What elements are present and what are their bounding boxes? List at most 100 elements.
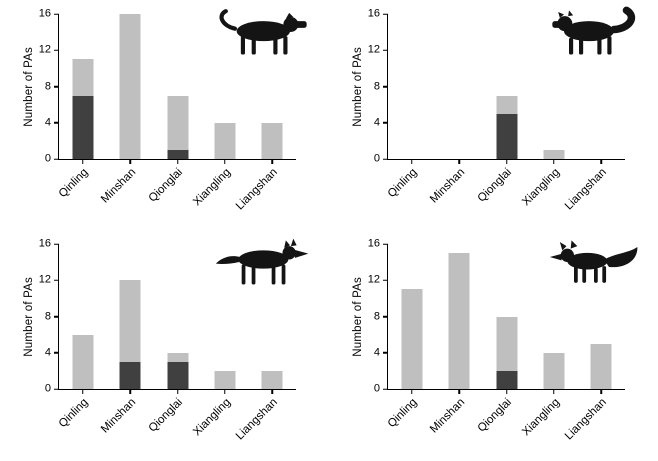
y-tick-label: 4 [44,116,51,129]
x-tick-label: Qionglai [475,396,515,435]
x-tick-mark [176,389,179,394]
x-tick-label: Minshan [98,396,138,436]
x-tick-label: Qionglai [475,166,515,205]
y-tick-mark [383,388,388,390]
total-PAs-bar [214,370,236,389]
y-tick-mark [383,49,388,51]
panel-wolf: Number of PAs 0 4 8 12 16 Qinling Minshan Qiong… [0,230,329,460]
y-tick-mark [383,243,388,245]
y-axis-title-wrap: Number of PAs [352,244,364,389]
y-tick-label: 4 [373,346,380,359]
x-tick-label: Minshan [427,166,467,206]
y-axis-title-wrap: Number of PAs [352,14,364,159]
x-tick-label: Xiangling [519,396,562,439]
x-tick-label: Liangshan [234,396,281,443]
y-axis-title-wrap: Number of PAs [23,14,35,159]
dark-subset-PAs-bar [496,370,517,389]
y-tick-mark [383,352,388,354]
x-tick-label: Xiangling [190,396,233,439]
y-tick-mark [383,122,388,124]
x-tick-mark [600,159,603,164]
y-axis-title: Number of PAs [23,46,35,127]
x-tick-label: Xiangling [519,166,562,209]
y-tick-label: 12 [38,273,51,286]
x-tick-mark [176,159,179,164]
dark-subset-PAs-bar [167,149,188,159]
x-tick-label: Xiangling [190,166,233,209]
total-PAs-bar [543,149,565,159]
y-axis-title: Number of PAs [23,276,35,357]
x-tick-mark [224,159,226,164]
plot-area: Number of PAs 0 4 8 12 16 Qinling Minshan Qiong… [352,8,625,212]
fox-icon [544,236,644,288]
x-tick-label: Minshan [98,166,138,206]
x-tick-label: Qionglai [146,166,186,205]
panel-leopard: Number of PAs 0 4 8 12 16 Qinling Minshan Qiong… [0,0,329,230]
y-tick-label: 4 [44,346,51,359]
y-tick-mark [54,388,59,390]
y-tick-mark [54,243,59,245]
dark-subset-PAs-bar [72,95,94,159]
y-axis-title: Number of PAs [352,276,364,357]
x-tick-mark [410,389,413,394]
y-tick-mark [383,85,388,88]
y-tick-label: 0 [373,382,380,395]
y-tick-mark [54,122,59,124]
x-tick-mark [81,159,84,164]
y-tick-label: 0 [44,382,51,395]
x-tick-mark [505,159,508,164]
y-axis-title: Number of PAs [352,46,364,127]
y-tick-mark [54,352,59,354]
x-tick-label: Liangshan [563,166,610,213]
x-tick-label: Qinling [385,166,420,201]
y-tick-mark [54,158,59,160]
x-tick-label: Liangshan [563,396,610,443]
x-tick-label: Minshan [427,396,467,436]
y-tick-label: 12 [367,273,380,286]
y-tick-mark [54,85,59,88]
total-PAs-bar [543,352,565,389]
total-PAs-bar [167,95,188,159]
x-tick-mark [271,389,274,394]
total-PAs-bar [261,122,283,159]
y-tick-mark [54,315,59,318]
x-tick-mark [410,159,413,164]
total-PAs-bar [72,334,94,389]
y-tick-mark [54,13,59,15]
panel-snow-leopard: Number of PAs 0 4 8 12 16 Qinling Minshan Qiong… [329,0,658,230]
y-tick-mark [54,49,59,51]
x-tick-label: Qinling [385,396,420,431]
x-tick-mark [129,389,131,394]
y-tick-label: 12 [38,43,51,56]
total-PAs-bar [119,14,141,159]
y-tick-label: 16 [38,237,51,250]
total-PAs-bar [214,122,236,159]
y-tick-label: 8 [44,80,51,92]
total-PAs-bar [401,289,423,389]
total-PAs-bar [448,253,470,389]
x-tick-mark [81,389,84,394]
y-tick-mark [383,13,388,15]
plot-area: Number of PAs 0 4 8 12 16 Qinling Minshan Qiong… [23,238,296,442]
dark-subset-PAs-bar [119,361,141,389]
x-tick-mark [553,389,555,394]
plot-area: Number of PAs 0 4 8 12 16 Qinling Minshan Qiong… [23,8,296,212]
y-axis-title-wrap: Number of PAs [23,244,35,389]
y-tick-label: 4 [373,116,380,129]
x-tick-mark [129,159,131,164]
wolf-icon [215,236,315,288]
x-tick-mark [458,159,460,164]
x-tick-mark [553,159,555,164]
y-tick-mark [383,279,388,281]
panel-fox: Number of PAs 0 4 8 12 16 Qinling Minshan Qiong… [329,230,658,460]
snow-leopard-icon [544,6,644,58]
x-tick-mark [224,389,226,394]
x-tick-label: Qinling [56,396,91,431]
x-tick-mark [458,389,460,394]
x-tick-label: Qinling [56,166,91,201]
y-tick-label: 8 [373,310,380,322]
y-tick-label: 0 [44,152,51,165]
total-PAs-bar [590,343,612,389]
y-tick-mark [383,315,388,318]
